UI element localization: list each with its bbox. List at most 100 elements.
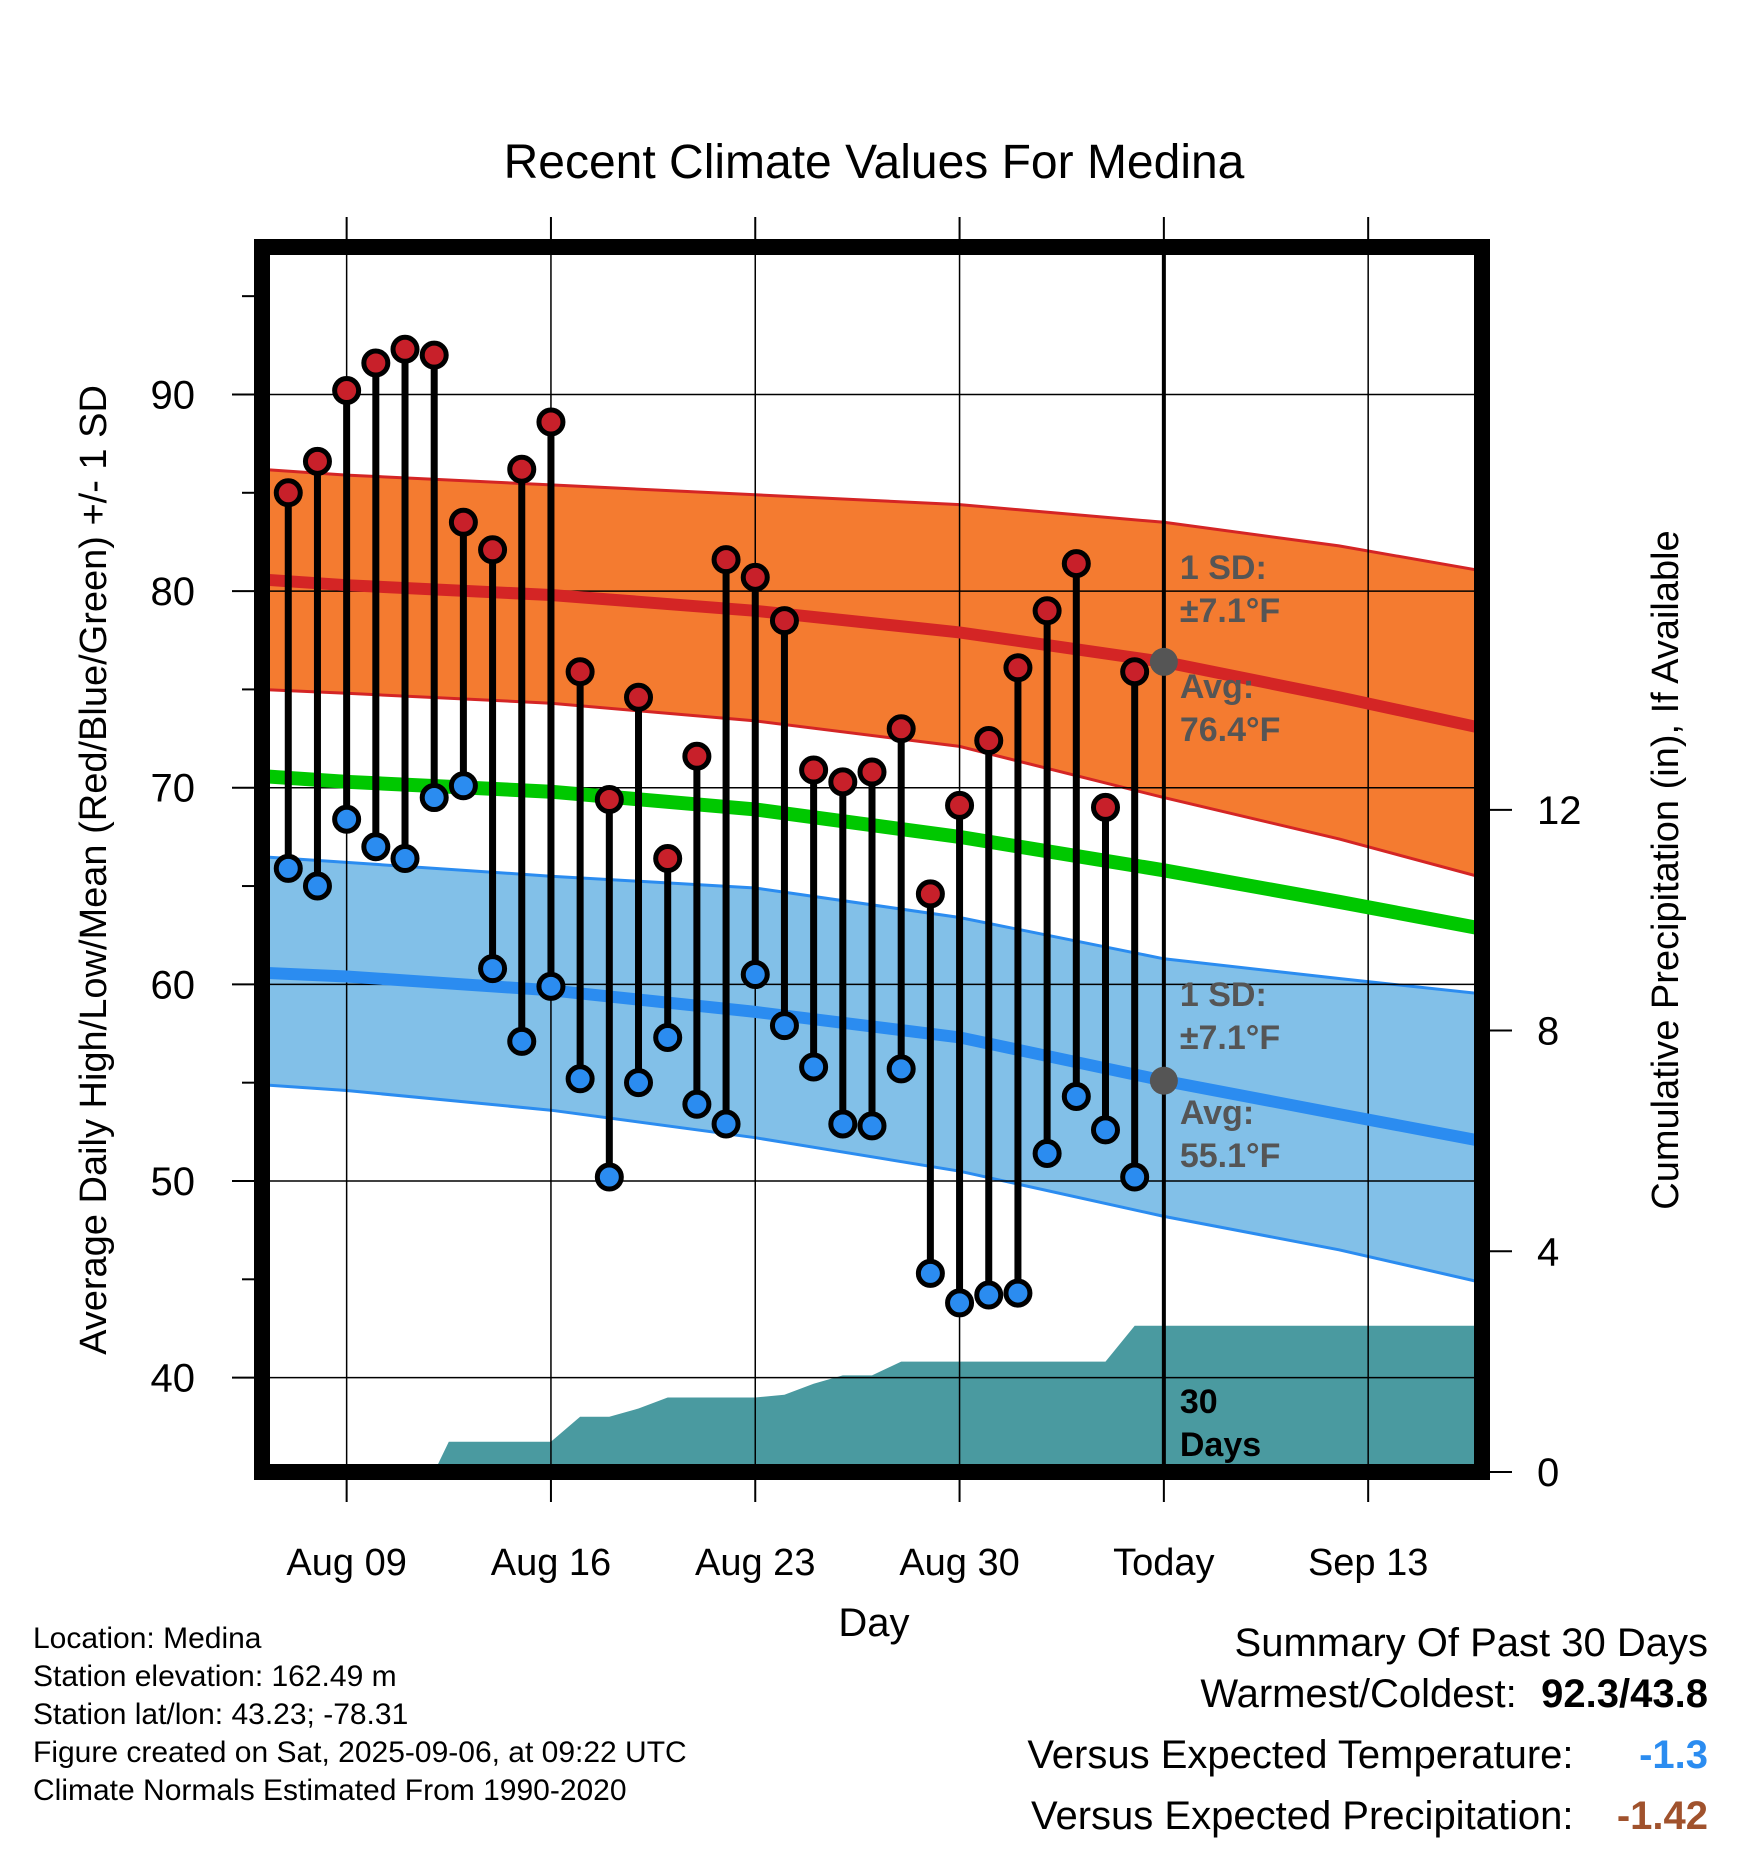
low-sd-value: ±7.1°F bbox=[1180, 1019, 1280, 1057]
daily-high-point bbox=[682, 741, 712, 771]
today-low-avg-marker bbox=[1149, 1066, 1178, 1095]
daily-low-point bbox=[740, 960, 770, 990]
daily-low-point bbox=[507, 1026, 537, 1056]
daily-high-point bbox=[273, 478, 303, 508]
low-lower-line bbox=[262, 1083, 1482, 1285]
low-avg-label: Avg: bbox=[1180, 1094, 1254, 1132]
daily-high-point bbox=[769, 606, 799, 636]
daily-low-point bbox=[390, 844, 420, 874]
precip-area bbox=[262, 1325, 1482, 1472]
daily-high-point bbox=[740, 562, 770, 592]
warm-cold-label: Warmest/Coldest: bbox=[1200, 1672, 1517, 1716]
daily-low-point bbox=[915, 1258, 945, 1288]
daily-high-point bbox=[1061, 549, 1091, 579]
x-tick-label: Aug 16 bbox=[491, 1542, 611, 1584]
daily-low-point bbox=[1090, 1115, 1120, 1145]
y-right-tick-label: 8 bbox=[1537, 1010, 1559, 1054]
summary-title: Summary Of Past 30 Days bbox=[1234, 1621, 1708, 1665]
high-sd-value: ±7.1°F bbox=[1180, 592, 1280, 630]
low-avg-value: 55.1°F bbox=[1180, 1137, 1281, 1175]
daily-high-point bbox=[390, 334, 420, 364]
low-sd-label: 1 SD: bbox=[1180, 976, 1267, 1014]
high-upper-line bbox=[262, 467, 1482, 573]
daily-high-point bbox=[945, 790, 975, 820]
station-latlon: Station lat/lon: 43.23; -78.31 bbox=[33, 1698, 409, 1731]
x-tick-label: Aug 09 bbox=[286, 1542, 406, 1584]
daily-high-point bbox=[361, 348, 391, 378]
y-tick-label: 70 bbox=[151, 767, 196, 811]
daily-low-point bbox=[448, 771, 478, 801]
high-avg-value: 76.4°F bbox=[1180, 711, 1281, 749]
mean-line bbox=[262, 769, 1482, 936]
daily-high-point bbox=[448, 507, 478, 537]
precip-diff-value: -1.42 bbox=[1616, 1794, 1708, 1838]
daily-low-point bbox=[419, 783, 449, 813]
daily-low-point bbox=[594, 1162, 624, 1192]
daily-high-point bbox=[565, 657, 595, 687]
temp-diff-value: -1.3 bbox=[1639, 1733, 1708, 1777]
daily-high-point bbox=[711, 545, 741, 575]
x-tick-label: Sep 13 bbox=[1308, 1542, 1428, 1584]
daily-low-point bbox=[682, 1089, 712, 1119]
temp-diff-label: Versus Expected Temperature: bbox=[1027, 1733, 1574, 1777]
y-right-tick-label: 4 bbox=[1537, 1230, 1559, 1274]
daily-high-point bbox=[974, 726, 1004, 756]
station-location: Location: Medina bbox=[33, 1622, 262, 1655]
daily-high-point bbox=[1032, 596, 1062, 626]
daily-low-point bbox=[828, 1109, 858, 1139]
y-tick-label: 60 bbox=[151, 963, 196, 1007]
daily-high-point bbox=[536, 407, 566, 437]
y-axis-label: Average Daily High/Low/Mean (Red/Blue/Gr… bbox=[73, 385, 115, 1355]
daily-low-point bbox=[1032, 1138, 1062, 1168]
daily-high-point bbox=[624, 682, 654, 712]
daily-low-point bbox=[886, 1054, 916, 1084]
y-tick-label: 90 bbox=[151, 373, 196, 417]
y-right-tick-label: 0 bbox=[1537, 1451, 1559, 1495]
high-avg-line bbox=[262, 573, 1482, 735]
plot-area bbox=[262, 247, 1482, 1472]
x-tick-label: Aug 30 bbox=[899, 1542, 1019, 1584]
daily-low-point bbox=[302, 871, 332, 901]
daily-low-point bbox=[1061, 1081, 1091, 1111]
daily-high-point bbox=[478, 535, 508, 565]
daily-high-point bbox=[653, 844, 683, 874]
daily-low-point bbox=[769, 1011, 799, 1041]
y-tick-label: 80 bbox=[151, 570, 196, 614]
daily-high-point bbox=[828, 767, 858, 797]
daily-low-point bbox=[565, 1064, 595, 1094]
high-sd-band bbox=[262, 469, 1482, 878]
daily-high-point bbox=[915, 879, 945, 909]
daily-low-point bbox=[945, 1288, 975, 1318]
daily-low-point bbox=[711, 1109, 741, 1139]
daily-low-point bbox=[361, 832, 391, 862]
daily-high-point bbox=[1003, 653, 1033, 683]
daily-low-point bbox=[974, 1280, 1004, 1310]
daily-low-point bbox=[478, 954, 508, 984]
precip-diff-label: Versus Expected Precipitation: bbox=[1031, 1794, 1574, 1838]
daily-high-point bbox=[507, 454, 537, 484]
y-right-tick-label: 12 bbox=[1537, 789, 1582, 833]
daily-high-point bbox=[857, 757, 887, 787]
station-elevation: Station elevation: 162.49 m bbox=[33, 1660, 397, 1693]
precip-days-line2: Days bbox=[1180, 1426, 1261, 1464]
daily-high-point bbox=[1120, 657, 1150, 687]
daily-low-point bbox=[1120, 1162, 1150, 1192]
daily-low-point bbox=[273, 853, 303, 883]
daily-low-point bbox=[857, 1111, 887, 1141]
daily-high-point bbox=[594, 785, 624, 815]
y-tick-label: 50 bbox=[151, 1160, 196, 1204]
today-high-avg-marker bbox=[1149, 647, 1178, 676]
x-axis-label: Day bbox=[838, 1601, 909, 1645]
daily-high-point bbox=[1090, 792, 1120, 822]
station-info: Location: Medina Station elevation: 162.… bbox=[33, 1620, 687, 1810]
plot-frame bbox=[254, 239, 1490, 1480]
daily-low-point bbox=[799, 1052, 829, 1082]
chart-title: Recent Climate Values For Medina bbox=[504, 136, 1245, 189]
daily-high-point bbox=[799, 755, 829, 785]
daily-high-point bbox=[302, 446, 332, 476]
daily-low-point bbox=[653, 1022, 683, 1052]
high-lower-line bbox=[262, 688, 1482, 879]
warm-cold-value: 92.3/43.8 bbox=[1541, 1672, 1708, 1716]
y-axis-right-label: Cumulative Precipitation (in), If Availa… bbox=[1645, 530, 1687, 1209]
